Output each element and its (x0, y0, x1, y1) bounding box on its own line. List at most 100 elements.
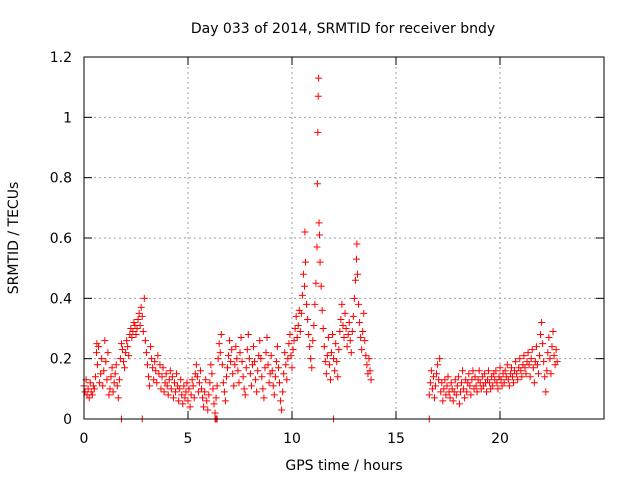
data-point (213, 382, 221, 390)
data-point (521, 364, 529, 372)
data-point (480, 370, 488, 378)
data-point (463, 388, 471, 396)
x-axis-label: GPS time / hours (285, 458, 402, 474)
data-point (109, 388, 117, 396)
data-point (315, 74, 323, 82)
data-point (313, 180, 321, 188)
data-point (84, 385, 92, 393)
data-point (510, 379, 518, 387)
data-point (247, 382, 255, 390)
data-point (279, 388, 287, 396)
data-point (149, 364, 157, 372)
data-point (144, 373, 152, 381)
data-point (153, 379, 161, 387)
y-axis-label: SRMTID / TECUs (6, 182, 22, 295)
grid (84, 57, 604, 419)
data-point (218, 361, 226, 369)
data-point (125, 352, 133, 360)
data-point (196, 367, 204, 375)
data-point (292, 312, 300, 320)
data-point (452, 391, 460, 399)
data-point (429, 373, 437, 381)
data-point (157, 385, 165, 393)
data-point (172, 388, 180, 396)
data-point (185, 385, 193, 393)
data-point (317, 282, 325, 290)
data-point (438, 379, 446, 387)
data-point (465, 370, 473, 378)
data-point (527, 355, 535, 363)
data-point (348, 328, 356, 336)
data-point (305, 331, 313, 339)
data-point (303, 300, 311, 308)
data-point (257, 355, 265, 363)
data-point (147, 343, 155, 351)
data-point (234, 367, 242, 375)
data-point (265, 379, 273, 387)
data-point (526, 373, 534, 381)
data-point (540, 358, 548, 366)
data-point (240, 385, 248, 393)
data-point (548, 343, 556, 351)
data-point (245, 355, 253, 363)
data-point (536, 352, 544, 360)
data-point (169, 394, 177, 402)
data-point (158, 373, 166, 381)
data-point (104, 349, 112, 357)
data-point (466, 382, 474, 390)
data-point (315, 231, 323, 239)
data-point (425, 391, 433, 399)
data-point (123, 337, 131, 345)
data-point (328, 349, 336, 357)
data-point (310, 321, 318, 329)
x-tick-label: 15 (387, 431, 405, 447)
data-point (492, 367, 500, 375)
data-point (326, 376, 334, 384)
data-point (193, 373, 201, 381)
data-point (162, 370, 170, 378)
data-point (505, 382, 513, 390)
data-point (98, 355, 106, 363)
data-point (354, 270, 362, 278)
data-point (307, 355, 315, 363)
data-point (270, 391, 278, 399)
data-point (355, 300, 363, 308)
data-point (306, 343, 314, 351)
data-point (534, 370, 542, 378)
data-point (132, 331, 140, 339)
data-point (301, 228, 309, 236)
data-point (330, 355, 338, 363)
data-point (550, 352, 558, 360)
data-point (325, 361, 333, 369)
data-point (252, 376, 260, 384)
data-point (467, 391, 475, 399)
data-point (94, 361, 102, 369)
data-point (151, 358, 159, 366)
data-point (201, 388, 209, 396)
data-point (128, 334, 136, 342)
data-point (308, 364, 316, 372)
data-point (442, 391, 450, 399)
data-point (190, 394, 198, 402)
data-point (518, 373, 526, 381)
data-point (543, 367, 551, 375)
data-point (244, 331, 252, 339)
data-point (209, 385, 217, 393)
axis-ticks: 0 0.2 0.4 0.6 0.8 1 1.2 0 5 10 15 20 (50, 50, 604, 447)
data-point (177, 376, 185, 384)
data-point (85, 394, 93, 402)
data-point (339, 321, 347, 329)
data-point (108, 364, 116, 372)
data-point (166, 367, 174, 375)
data-point (113, 382, 121, 390)
data-point (437, 388, 445, 396)
data-point (263, 334, 271, 342)
data-point (237, 334, 245, 342)
data-point (538, 318, 546, 326)
data-point (349, 312, 357, 320)
data-point (460, 385, 468, 393)
data-point (468, 376, 476, 384)
data-point (473, 388, 481, 396)
data-point (200, 403, 208, 411)
